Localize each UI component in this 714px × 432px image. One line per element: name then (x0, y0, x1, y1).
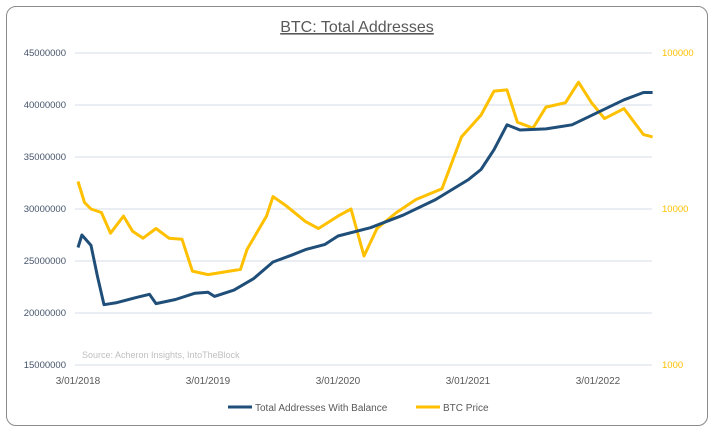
y-left-tick: 30000000 (24, 204, 66, 215)
addresses-line (76, 91, 653, 307)
legend-label-btc: BTC Price (443, 403, 489, 414)
y-left-tick: 25000000 (24, 256, 66, 267)
y-right-tick: 10000 (662, 204, 688, 215)
btc-price-line (76, 80, 653, 277)
y-left-tick: 15000000 (24, 360, 66, 371)
x-tick: 3/01/2018 (56, 376, 101, 387)
chart-title: BTC: Total Addresses (280, 19, 434, 36)
y-left-tick: 40000000 (24, 100, 66, 111)
y-left-tick: 20000000 (24, 308, 66, 319)
legend: Total Addresses With Balance BTC Price (228, 403, 489, 414)
x-tick: 3/01/2020 (316, 376, 361, 387)
y-right-tick: 100000 (662, 48, 694, 59)
source-note: Source: Acheron Insights, IntoTheBlock (82, 350, 240, 360)
x-tick: 3/01/2022 (576, 376, 621, 387)
y-left-tick: 45000000 (24, 48, 66, 59)
x-tick: 3/01/2021 (446, 376, 491, 387)
y-right-tick: 1000 (662, 360, 683, 371)
legend-label-addresses: Total Addresses With Balance (255, 403, 388, 414)
y-left-tick: 35000000 (24, 152, 66, 163)
x-tick: 3/01/2019 (186, 376, 231, 387)
